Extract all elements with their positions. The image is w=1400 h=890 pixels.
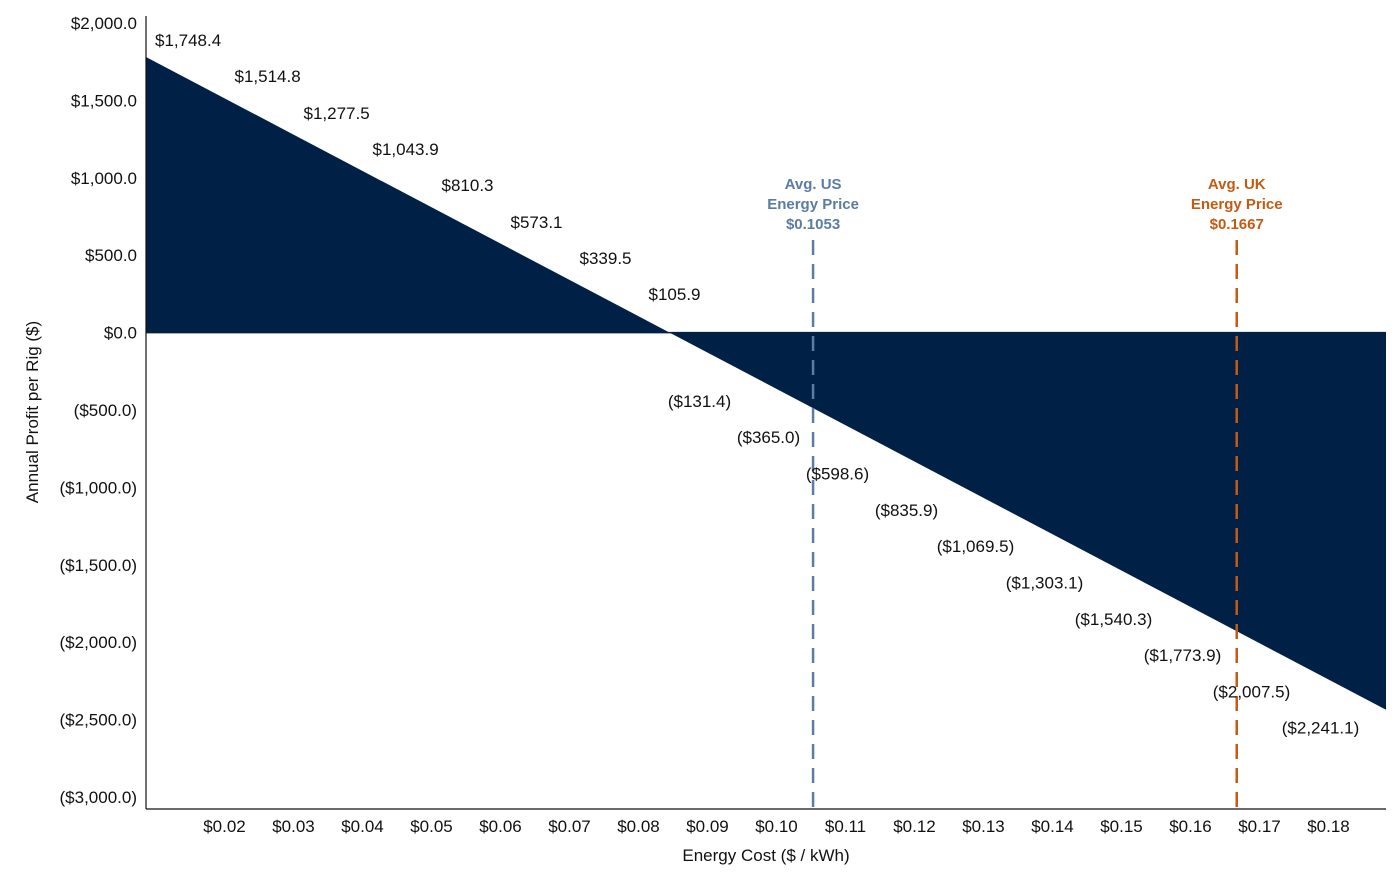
reference-label-1-2: $0.1667 (1210, 216, 1264, 233)
x-tick-label: $0.13 (962, 817, 1005, 836)
x-tick-label: $0.08 (617, 817, 660, 836)
reference-label-0-1: Energy Price (767, 196, 859, 213)
data-label: ($131.4) (668, 392, 731, 411)
x-tick-label: $0.03 (272, 817, 315, 836)
profit-area-negative (669, 332, 1386, 710)
y-tick-label: ($2,000.0) (60, 633, 138, 652)
x-tick-labels: $0.02 $0.03 $0.04 $0.05 $0.06 $0.07 $0.08 $0.09… (203, 817, 1350, 836)
y-tick-label: $500.0 (85, 246, 137, 265)
x-tick-label: $0.17 (1238, 817, 1281, 836)
x-tick-label: $0.16 (1169, 817, 1212, 836)
x-tick-label: $0.07 (548, 817, 591, 836)
data-label: $1,043.9 (373, 140, 439, 159)
data-label: $1,277.5 (304, 104, 370, 123)
y-tick-label: $2,000.0 (71, 14, 137, 33)
x-axis-title: Energy Cost ($ / kWh) (682, 846, 849, 865)
data-label: ($835.9) (875, 501, 938, 520)
profit-area-positive (146, 56, 670, 333)
data-label: ($365.0) (737, 428, 800, 447)
reference-label-1-0: Avg. UK (1208, 176, 1266, 193)
reference-lines-layer: Avg. US Energy Price $0.1053 Avg. UK Energy … (767, 176, 1283, 807)
data-label: ($2,007.5) (1213, 682, 1291, 701)
y-tick-labels: $2,000.0 $1,500.0 $1,000.0 $500.0 $0.0 ($500.… (60, 14, 138, 807)
axes-layer (145, 16, 1386, 810)
reference-label-0-0: Avg. US (785, 176, 842, 193)
x-tick-label: $0.18 (1307, 817, 1350, 836)
data-labels: $1,748.4 $1,514.8$1,277.5$1,043.9$810.3 $5… (155, 31, 1359, 738)
data-label: ($1,303.1) (1006, 573, 1084, 592)
y-tick-label: ($1,500.0) (60, 556, 138, 575)
data-label: ($2,241.1) (1282, 719, 1360, 738)
data-label: ($1,773.9) (1144, 646, 1222, 665)
x-tick-label: $0.15 (1100, 817, 1143, 836)
y-tick-label: $0.0 (104, 324, 137, 343)
data-label: ($1,540.3) (1075, 610, 1153, 629)
reference-label-1-1: Energy Price (1191, 196, 1283, 213)
x-tick-label: $0.10 (755, 817, 798, 836)
data-label: $810.3 (442, 176, 494, 195)
y-tick-label: ($2,500.0) (60, 711, 138, 730)
data-label: ($1,069.5) (937, 537, 1015, 556)
y-tick-label: ($1,000.0) (60, 478, 138, 497)
data-label: $339.5 (580, 249, 632, 268)
profit-area-layer (146, 56, 1386, 710)
data-label: $1,748.4 (155, 31, 221, 50)
y-tick-label: $1,000.0 (71, 169, 137, 188)
x-tick-label: $0.14 (1031, 817, 1074, 836)
data-label: ($598.6) (806, 464, 869, 483)
y-tick-label: $1,500.0 (71, 91, 137, 110)
x-tick-label: $0.09 (686, 817, 729, 836)
x-tick-label: $0.11 (825, 817, 866, 836)
y-axis-title: Annual Profit per Rig ($) (23, 321, 42, 503)
x-tick-label: $0.04 (341, 817, 384, 836)
data-label: $573.1 (511, 213, 563, 232)
y-tick-label: ($3,000.0) (60, 788, 138, 807)
reference-label-0-2: $0.1053 (786, 216, 840, 233)
data-label: $1,514.8 (235, 67, 301, 86)
x-tick-label: $0.05 (410, 817, 453, 836)
data-label: $105.9 (649, 285, 701, 304)
x-tick-label: $0.06 (479, 817, 522, 836)
x-tick-label: $0.12 (893, 817, 936, 836)
y-tick-label: ($500.0) (74, 401, 137, 420)
x-tick-label: $0.02 (203, 817, 246, 836)
